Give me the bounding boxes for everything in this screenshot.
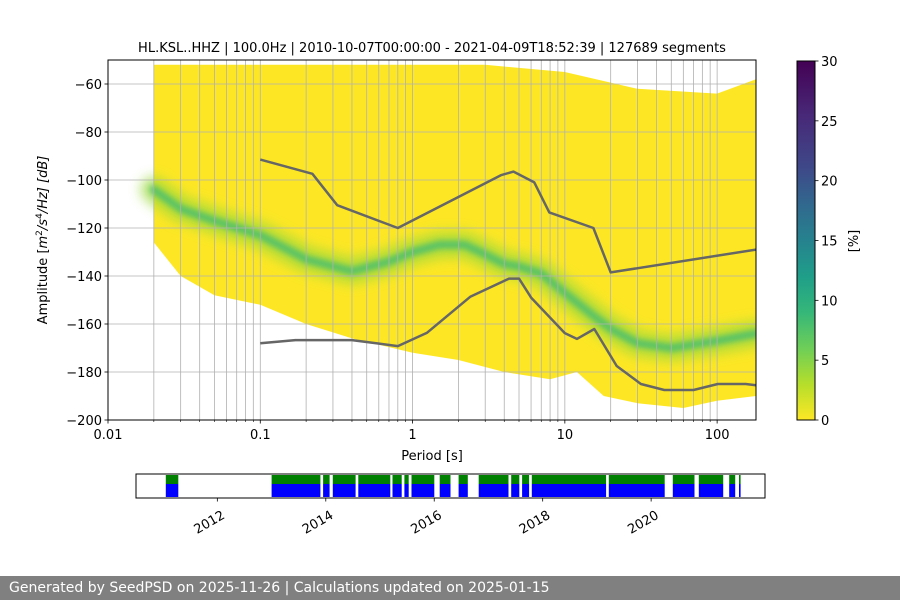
data-availability-bar: [271, 475, 321, 484]
x-tick-label: 0.01: [94, 428, 123, 443]
data-availability-bar: [411, 475, 435, 484]
y-axis-label: Amplitude [m2/s4/Hz] [dB]: [35, 156, 51, 325]
year-tick-label: 2020: [625, 508, 661, 538]
y-tick-label: −160: [66, 318, 102, 333]
data-availability-bar: [392, 475, 402, 484]
data-availability-bar: [739, 475, 741, 484]
psd-availability-bar: [332, 484, 356, 497]
psd-availability-bar: [392, 484, 402, 497]
colorbar-gradient: [796, 60, 816, 421]
colorbar-tick-label: 15: [821, 235, 838, 250]
x-tick-label: 10: [557, 428, 574, 443]
psd-availability-bar: [458, 484, 468, 497]
plot-frame: [107, 59, 757, 421]
psd-availability-bar: [323, 484, 330, 497]
availability-panel: 2012 2014 2016 2018 2020: [135, 473, 766, 538]
availability-frame: [135, 473, 766, 499]
y-tick-label: −180: [66, 366, 102, 381]
x-axis-label: Period [s]: [401, 449, 463, 464]
colorbar-tick-label: 30: [821, 55, 838, 70]
availability-year-ticks: 2012 2014 2016 2018 2020: [192, 498, 662, 538]
psd-availability-bar: [271, 484, 321, 497]
year-tick-label: 2014: [300, 508, 336, 538]
year-tick-label: 2016: [408, 508, 444, 538]
psd-availability-bar: [511, 484, 520, 497]
chart-title: HL.KSL..HHZ | 100.0Hz | 2010-10-07T00:00…: [138, 41, 726, 56]
x-tick-label: 100: [705, 428, 730, 443]
colorbar-tick-label: 10: [821, 294, 838, 309]
nhnm-line: [259, 158, 756, 274]
colorbar: 0 5 10 15 20 25 30 [%]: [796, 55, 862, 429]
data-availability-bar: [672, 475, 695, 484]
psd-availability-bar: [478, 484, 509, 497]
psd-availability-bar: [404, 484, 409, 497]
data-availability-bar: [332, 475, 356, 484]
footer-bar: Generated by SeedPSD on 2025-11-26 | Cal…: [0, 576, 900, 600]
colorbar-tick-label: 5: [821, 354, 829, 369]
psd-availability-bar: [739, 484, 741, 497]
footer-text: Generated by SeedPSD on 2025-11-26 | Cal…: [9, 580, 550, 596]
x-tick-label: 0.1: [250, 428, 271, 443]
data-availability-bar: [729, 475, 736, 484]
psd-availability-bar: [522, 484, 530, 497]
colorbar-ticks: 0 5 10 15 20 25 30: [815, 55, 838, 429]
data-availability-bar: [531, 475, 607, 484]
psd-availability-bar: [439, 484, 451, 497]
y-tick-label: −60: [75, 78, 102, 93]
psd-availability-bar: [672, 484, 695, 497]
data-availability-bar: [458, 475, 468, 484]
y-tick-label: −200: [66, 414, 102, 429]
grid-lines: [108, 60, 756, 420]
year-tick-label: 2012: [192, 508, 228, 538]
x-tick-label: 1: [408, 428, 416, 443]
colorbar-tick-label: 20: [821, 175, 838, 190]
psd-availability-bar: [698, 484, 724, 497]
data-availability-bar: [608, 475, 665, 484]
psd-availability-bar: [411, 484, 435, 497]
y-tick-label: −140: [66, 270, 102, 285]
y-tick-label: −80: [75, 126, 102, 141]
data-availability-bar: [439, 475, 451, 484]
psd-availability-bar: [608, 484, 665, 497]
availability-bars: [165, 475, 741, 497]
psd-availability-bar: [531, 484, 607, 497]
data-availability-bar: [698, 475, 724, 484]
colorbar-tick-label: 0: [821, 414, 829, 429]
data-availability-bar: [511, 475, 520, 484]
psd-plot-area: 0.01 0.1 1 10 100 −60 −80 −100 −120 −140 −160 −180…: [66, 59, 757, 443]
colorbar-tick-label: 25: [821, 115, 838, 130]
y-tick-label: −100: [66, 174, 102, 189]
psd-availability-bar: [165, 484, 179, 497]
data-availability-bar: [358, 475, 391, 484]
y-tick-label: −120: [66, 222, 102, 237]
data-availability-bar: [323, 475, 330, 484]
y-axis-ticks: −60 −80 −100 −120 −140 −160 −180 −200: [66, 78, 108, 429]
colorbar-label: [%]: [847, 230, 862, 253]
year-tick-label: 2018: [517, 508, 553, 538]
nlnm-line: [260, 277, 756, 392]
data-availability-bar: [165, 475, 179, 484]
psd-availability-bar: [729, 484, 736, 497]
data-availability-bar: [404, 475, 409, 484]
noise-models: [259, 158, 756, 392]
data-availability-bar: [478, 475, 509, 484]
x-axis-ticks: 0.01 0.1 1 10 100: [94, 420, 730, 443]
psd-availability-bar: [358, 484, 391, 497]
data-availability-bar: [522, 475, 530, 484]
